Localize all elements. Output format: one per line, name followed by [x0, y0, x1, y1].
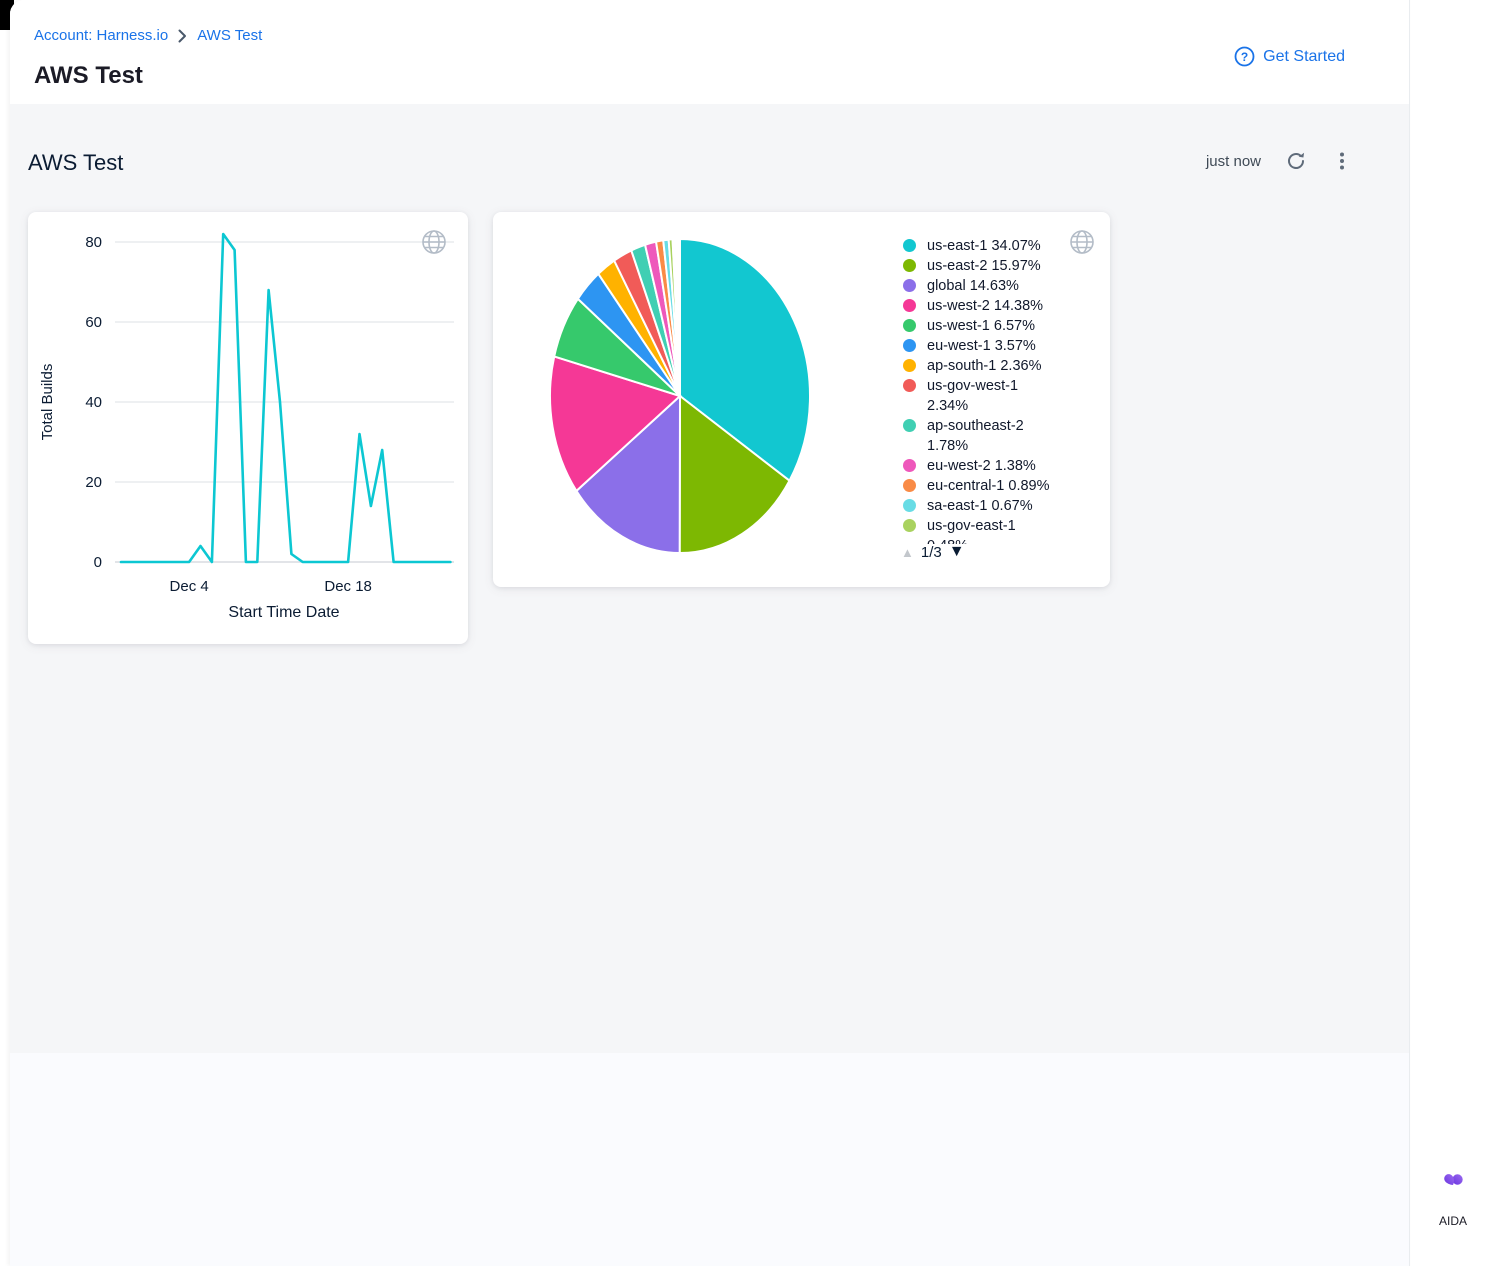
svg-text:?: ? — [1241, 50, 1248, 64]
pie-legend: us-east-1 34.07% us-east-2 15.97% global 1… — [903, 236, 1103, 544]
last-refreshed-label: just now — [1205, 152, 1261, 170]
legend-swatch — [903, 379, 916, 392]
legend-label: us-west-2 14.38% — [927, 298, 1044, 314]
legend-item-ap-southeast-2[interactable]: ap-southeast-2 1.78% — [903, 416, 1103, 456]
legend-swatch — [903, 239, 916, 252]
main-panel: Account: Harness.io AWS Test AWS Test ? … — [10, 0, 1410, 1266]
dashboard-title: AWS Test — [28, 150, 124, 175]
pie-chart-tile: us-east-1 34.07% us-east-2 15.97% global 1… — [493, 212, 1110, 587]
pie-slice-global[interactable] — [575, 393, 682, 555]
y-axis-title: Total Builds — [39, 364, 56, 441]
x-tick-label: Dec 4 — [170, 578, 209, 595]
y-tick-label: 80 — [85, 234, 102, 251]
legend-item-us-west-2[interactable]: us-west-2 14.38% — [903, 296, 1103, 316]
legend-label: ap-south-1 2.36% — [927, 358, 1042, 374]
y-tick-label: 0 — [94, 554, 102, 571]
legend-swatch — [903, 279, 916, 292]
legend-item-eu-west-2[interactable]: eu-west-2 1.38% — [903, 456, 1103, 476]
legend-item-eu-central-1[interactable]: eu-central-1 0.89% — [903, 476, 1103, 496]
y-tick-label: 60 — [85, 314, 102, 331]
pie-slice-us-west-2[interactable] — [549, 355, 682, 493]
legend-item-us-west-1[interactable]: us-west-1 6.57% — [903, 316, 1103, 336]
legend-item-us-east-1[interactable]: us-east-1 34.07% — [903, 236, 1103, 256]
get-started-label: Get Started — [1263, 47, 1345, 65]
legend-swatch — [903, 299, 916, 312]
page-header: Account: Harness.io AWS Test AWS Test ? … — [10, 0, 1409, 104]
aida-flower-icon — [1434, 1167, 1496, 1242]
get-started-button[interactable]: ? Get Started — [1234, 46, 1345, 67]
pie-slice-other[interactable] — [671, 237, 681, 397]
legend-item-us-gov-west-1[interactable]: us-gov-west-1 2.34% — [903, 376, 1103, 416]
legend-swatch — [903, 319, 916, 332]
legend-swatch — [903, 339, 916, 352]
legend-item-us-gov-east-1[interactable]: us-gov-east-10.48% — [903, 516, 1103, 544]
legend-label: global 14.63% — [927, 278, 1019, 294]
dashboard-canvas: AWS Test just now 0 20 40 60 80 Total Builds D… — [10, 104, 1409, 1053]
y-tick-label: 20 — [85, 474, 102, 491]
globe-icon — [420, 228, 448, 261]
x-axis-title: Start Time Date — [228, 604, 339, 621]
y-tick-label: 40 — [85, 394, 102, 411]
legend-pagination: ▲ 1/3 ▼ — [901, 543, 965, 561]
breadcrumb-account-link[interactable]: Account: Harness.io — [34, 27, 169, 44]
legend-label: us-east-1 34.07% — [927, 238, 1041, 254]
legend-swatch — [903, 459, 916, 472]
globe-icon — [1068, 228, 1096, 261]
legend-label: sa-east-1 0.67% — [927, 498, 1033, 514]
legend-label: ap-southeast-2 1.78% — [927, 418, 1024, 454]
legend-swatch — [903, 499, 916, 512]
legend-label: eu-central-1 0.89% — [927, 478, 1050, 494]
aida-label: AIDA — [1438, 1214, 1467, 1228]
page-footer-area — [10, 1053, 1409, 1266]
legend-item-ap-south-1[interactable]: ap-south-1 2.36% — [903, 356, 1103, 376]
legend-label: us-east-2 15.97% — [927, 258, 1041, 274]
page-title: AWS Test — [34, 62, 143, 89]
legend-item-us-east-2[interactable]: us-east-2 15.97% — [903, 256, 1103, 276]
legend-page-indicator: 1/3 — [920, 543, 942, 561]
aida-assistant-button[interactable]: AIDA — [1432, 1166, 1496, 1242]
legend-item-eu-west-1[interactable]: eu-west-1 3.57% — [903, 336, 1103, 356]
total-builds-line-chart: 0 20 40 60 80 Total Builds Dec 4 Dec 18 Start Ti… — [39, 232, 454, 621]
legend-page-down-icon[interactable]: ▼ — [948, 543, 965, 560]
legend-label: us-gov-west-1 2.34% — [927, 378, 1019, 414]
legend-swatch — [903, 519, 916, 532]
question-circle-icon: ? — [1234, 46, 1255, 67]
legend-swatch — [903, 259, 916, 272]
chevron-right-icon — [178, 29, 187, 43]
dashboard-controls: just now — [1206, 150, 1353, 172]
legend-label: us-gov-east-10.48% — [927, 518, 1016, 544]
builds-by-region-pie-chart — [549, 237, 811, 555]
breadcrumb-current[interactable]: AWS Test — [197, 27, 263, 44]
pie-slice-us-east-2[interactable] — [678, 393, 791, 555]
dashboard-menu-kebab-button[interactable] — [1331, 150, 1353, 172]
legend-label: eu-west-1 3.57% — [927, 338, 1036, 354]
legend-item-sa-east-1[interactable]: sa-east-1 0.67% — [903, 496, 1103, 516]
legend-page-up-icon[interactable]: ▲ — [901, 544, 914, 560]
x-tick-label: Dec 18 — [324, 578, 372, 595]
legend-label: us-west-1 6.57% — [927, 318, 1035, 334]
legend-item-global[interactable]: global 14.63% — [903, 276, 1103, 296]
total-builds-series-line — [119, 232, 452, 564]
legend-swatch — [903, 419, 916, 432]
legend-swatch — [903, 359, 916, 372]
refresh-button[interactable] — [1285, 150, 1307, 172]
breadcrumb: Account: Harness.io AWS Test — [34, 27, 262, 44]
legend-label: eu-west-2 1.38% — [927, 458, 1036, 474]
line-chart-tile: 0 20 40 60 80 Total Builds Dec 4 Dec 18 Start Ti… — [28, 212, 468, 644]
legend-swatch — [903, 479, 916, 492]
